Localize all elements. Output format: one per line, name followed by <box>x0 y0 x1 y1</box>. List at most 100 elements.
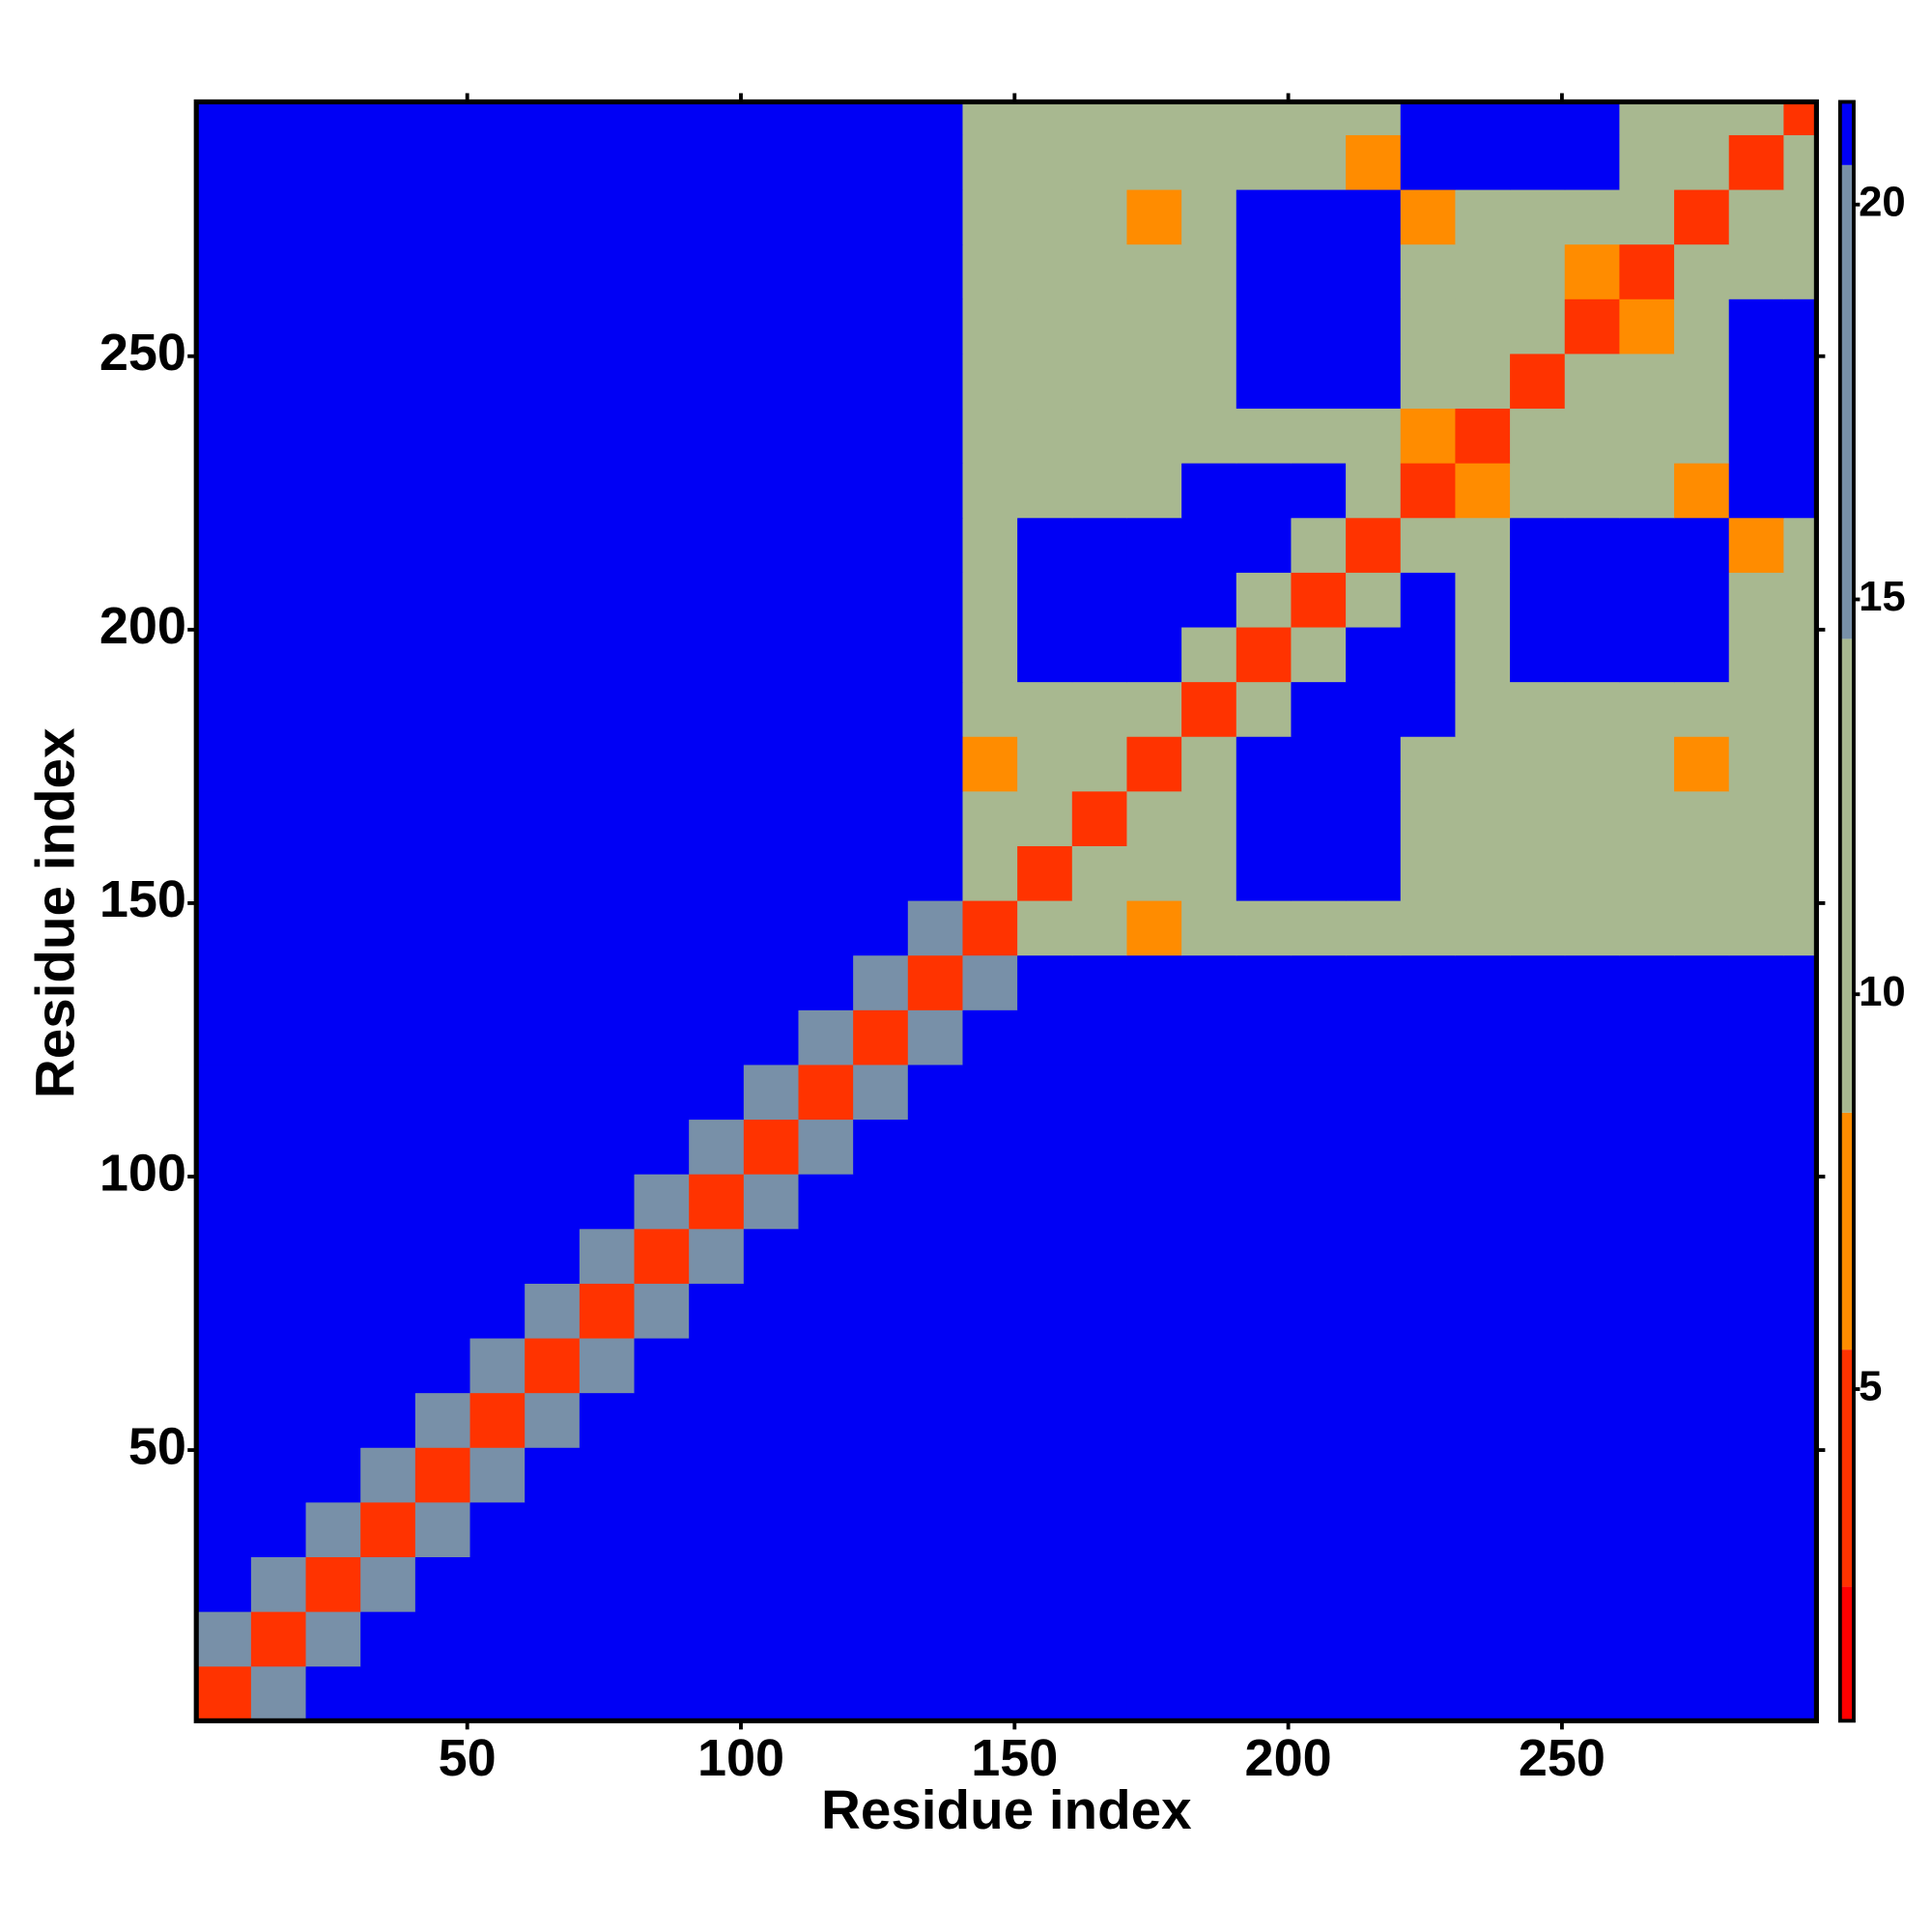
heatmap-cell <box>1126 1447 1182 1503</box>
heatmap-cell <box>1783 298 1817 355</box>
heatmap-cell <box>634 517 690 573</box>
heatmap-cell <box>1346 463 1402 519</box>
heatmap-cell <box>853 626 909 683</box>
heatmap-cell <box>1291 353 1347 410</box>
heatmap-cell <box>250 101 307 135</box>
heatmap-cell <box>1291 243 1347 299</box>
heatmap-cell <box>798 790 854 846</box>
heatmap-cell <box>414 517 471 573</box>
heatmap-cell <box>469 845 526 901</box>
heatmap-cell <box>1400 1611 1456 1667</box>
heatmap-cell <box>250 1611 307 1667</box>
heatmap-cell <box>907 1447 963 1503</box>
heatmap-cell <box>1728 1447 1784 1503</box>
heatmap-cell <box>196 845 252 901</box>
heatmap-cell <box>579 626 636 683</box>
heatmap-cell <box>1619 1665 1675 1721</box>
heatmap-cell <box>1181 900 1237 956</box>
heatmap-cell <box>743 572 800 628</box>
heatmap-cell <box>798 900 854 956</box>
heatmap-cell <box>1400 134 1456 190</box>
heatmap-cell <box>414 790 471 846</box>
heatmap-cell <box>1619 408 1675 464</box>
heatmap-cell <box>1510 408 1566 464</box>
heatmap-cell <box>525 1119 581 1175</box>
heatmap-cell <box>1510 954 1566 1010</box>
heatmap-cell <box>196 900 252 956</box>
heatmap-cell <box>907 1665 963 1721</box>
heatmap-cell <box>1564 101 1620 135</box>
heatmap-cell <box>1181 626 1237 683</box>
heatmap-cell <box>1400 1556 1456 1612</box>
heatmap-cell <box>1017 1338 1073 1394</box>
heatmap-cell <box>1564 736 1620 792</box>
heatmap-cell <box>360 1556 416 1612</box>
heatmap-cell <box>525 1611 581 1667</box>
heatmap-cell <box>1346 1556 1402 1612</box>
heatmap-cell <box>634 900 690 956</box>
x-tick-label: 100 <box>697 1729 784 1787</box>
heatmap-cell <box>907 1064 963 1121</box>
heatmap-cell <box>305 681 361 737</box>
heatmap-cell <box>1783 1009 1817 1065</box>
heatmap-cell <box>1346 1338 1402 1394</box>
heatmap-cell <box>743 1174 800 1230</box>
colorbar-tick-label: 20 <box>1859 178 1906 225</box>
heatmap-cell <box>360 134 416 190</box>
heatmap-cell <box>1455 1338 1511 1394</box>
heatmap-cell <box>525 954 581 1010</box>
heatmap-cell <box>1728 1119 1784 1175</box>
heatmap-cell <box>962 1228 1018 1284</box>
heatmap-cell <box>469 134 526 190</box>
heatmap-cell <box>469 736 526 792</box>
heatmap-cell <box>1674 1447 1730 1503</box>
heatmap-cell <box>360 1119 416 1175</box>
heatmap-cell <box>1236 790 1292 846</box>
heatmap-cell <box>634 101 690 135</box>
heatmap-cell <box>1455 1174 1511 1230</box>
heatmap-cell <box>469 900 526 956</box>
heatmap-cell <box>579 1556 636 1612</box>
x-tick-label: 150 <box>971 1729 1058 1787</box>
heatmap-cell <box>579 1064 636 1121</box>
heatmap-cell <box>1346 1611 1402 1667</box>
heatmap-cell <box>1728 1392 1784 1448</box>
heatmap-cell <box>1728 243 1784 299</box>
heatmap-cell <box>1017 517 1073 573</box>
heatmap-cell <box>579 1447 636 1503</box>
heatmap-cell <box>743 463 800 519</box>
heatmap-cell <box>1181 1174 1237 1230</box>
heatmap-cell <box>634 189 690 245</box>
colorbar-tick-label: 10 <box>1859 968 1906 1015</box>
heatmap-cell <box>305 517 361 573</box>
heatmap-cell <box>305 954 361 1010</box>
heatmap-cell <box>196 517 252 573</box>
heatmap-cell <box>1236 134 1292 190</box>
heatmap-cell <box>1510 1283 1566 1339</box>
heatmap-cell <box>469 1283 526 1339</box>
heatmap-cell <box>1181 681 1237 737</box>
heatmap-cell <box>1783 900 1817 956</box>
heatmap-cell <box>689 134 745 190</box>
heatmap-cell <box>798 736 854 792</box>
heatmap-cell <box>1236 1392 1292 1448</box>
heatmap-cell <box>305 845 361 901</box>
heatmap-cell <box>196 1009 252 1065</box>
heatmap-cell <box>634 1447 690 1503</box>
heatmap-cell <box>1400 101 1456 135</box>
heatmap-cell <box>1619 1119 1675 1175</box>
heatmap-cell <box>1181 954 1237 1010</box>
heatmap-cell <box>1510 353 1566 410</box>
heatmap-cell <box>360 681 416 737</box>
heatmap-cell <box>907 189 963 245</box>
heatmap-cell <box>305 626 361 683</box>
heatmap-cell <box>414 134 471 190</box>
heatmap-cell <box>962 1665 1018 1721</box>
heatmap-cell <box>907 1009 963 1065</box>
heatmap-cell <box>1510 517 1566 573</box>
heatmap-cell <box>907 626 963 683</box>
heatmap-cell <box>1455 736 1511 792</box>
heatmap-cell <box>798 189 854 245</box>
heatmap-cell <box>1236 101 1292 135</box>
heatmap-cell <box>1181 1283 1237 1339</box>
